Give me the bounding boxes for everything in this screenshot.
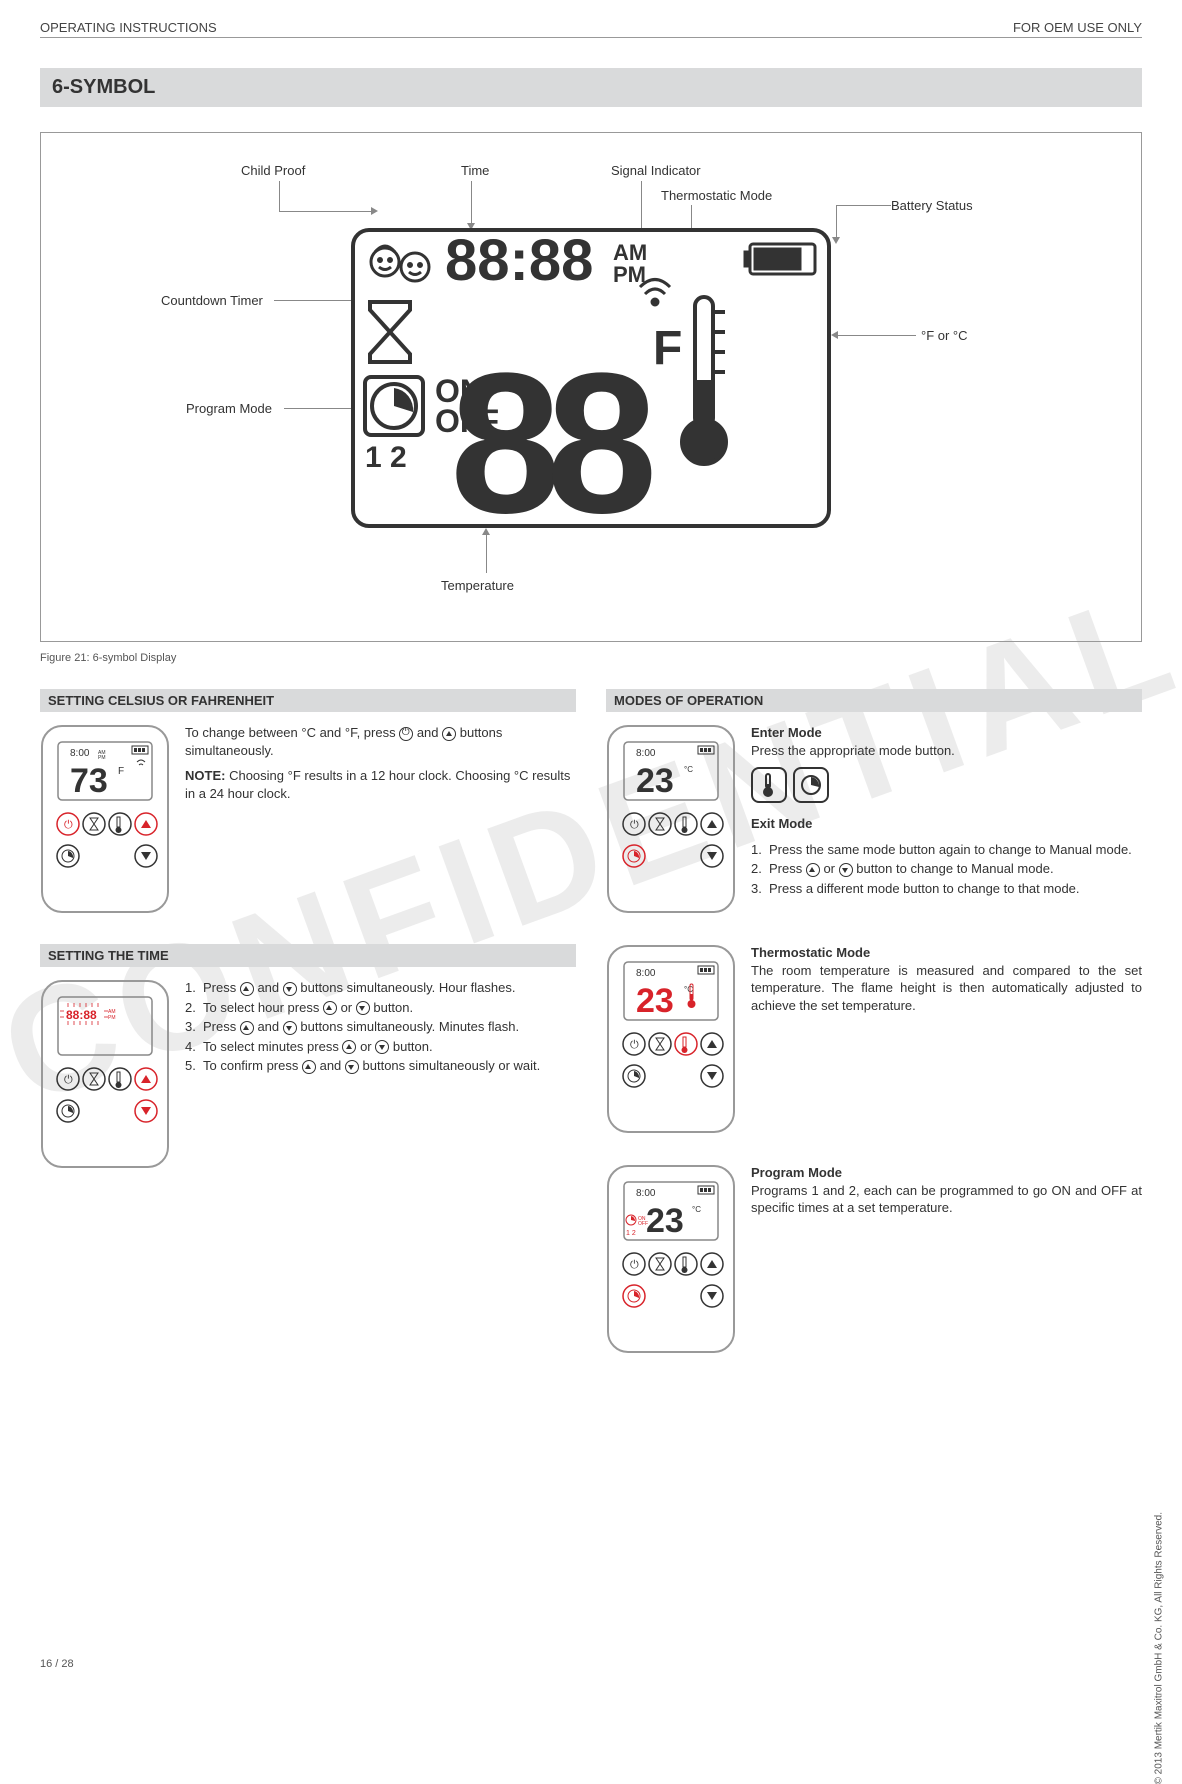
- up-icon: [240, 982, 254, 996]
- label-forc: °F or °C: [921, 328, 968, 343]
- svg-text:OFF: OFF: [638, 1221, 648, 1227]
- remote-celsius: 8:00AMPM 73 F ⏻: [40, 724, 170, 919]
- remote-svg-icon: 8:00 23 °C ⏻: [606, 724, 736, 914]
- svg-text:PM: PM: [613, 262, 646, 287]
- svg-text:73: 73: [70, 762, 108, 800]
- label-child-proof: Child Proof: [241, 163, 305, 178]
- svg-text:23: 23: [636, 982, 674, 1020]
- svg-text:F: F: [653, 322, 682, 375]
- arrow-line: [279, 211, 374, 212]
- down-icon: [283, 982, 297, 996]
- label-signal: Signal Indicator: [611, 163, 701, 178]
- page-number: 16 / 28: [40, 1658, 74, 1670]
- svg-text:88:88: 88:88: [66, 1008, 97, 1022]
- down-icon: [345, 1060, 359, 1074]
- svg-text:⏻: ⏻: [630, 1039, 639, 1051]
- thermo-mode-body: The room temperature is measured and com…: [751, 962, 1142, 1015]
- remote-svg-icon: 8:00AMPM 73 F ⏻: [40, 724, 170, 914]
- svg-text:PM: PM: [108, 1015, 116, 1021]
- label-time: Time: [461, 163, 489, 178]
- program-mode-title: Program Mode: [751, 1165, 842, 1180]
- svg-text:23: 23: [646, 1202, 684, 1240]
- svg-text:⏻: ⏻: [630, 1259, 639, 1271]
- svg-text:°C: °C: [692, 1205, 701, 1214]
- label-thermo: Thermostatic Mode: [661, 188, 772, 203]
- svg-text:1 2: 1 2: [626, 1230, 636, 1237]
- svg-text:23: 23: [636, 762, 674, 800]
- figure-caption: Figure 21: 6-symbol Display: [40, 652, 1142, 664]
- svg-text:88: 88: [450, 332, 652, 524]
- arrow-head-icon: [831, 331, 838, 339]
- page-header: OPERATING INSTRUCTIONS FOR OEM USE ONLY: [40, 20, 1142, 38]
- remote-modes-3: 8:00 23 °C ONOFF 1 2 ⏻: [606, 1164, 736, 1359]
- svg-text:F: F: [118, 766, 124, 777]
- up-icon: [806, 863, 820, 877]
- modes-title: MODES OF OPERATION: [606, 689, 1142, 712]
- label-program: Program Mode: [186, 401, 272, 416]
- power-icon: [399, 727, 413, 741]
- arrow-line: [471, 181, 472, 226]
- header-right: FOR OEM USE ONLY: [1013, 20, 1142, 35]
- diagram-container: Child Proof Time Signal Indicator Thermo…: [40, 132, 1142, 642]
- exit-mode-title: Exit Mode: [751, 816, 812, 831]
- arrow-head-icon: [371, 207, 378, 215]
- arrow-head-icon: [832, 237, 840, 244]
- remote-modes-2: 8:00 23 °C ⏻: [606, 944, 736, 1139]
- remote-svg-icon: 8:00 23 °C ⏻: [606, 944, 736, 1134]
- thermo-mode-icon: [751, 767, 787, 803]
- celsius-body: To change between °C and °F, press and b…: [185, 724, 576, 759]
- lcd-display: 88:88 AM PM 1 2 ON: [351, 228, 831, 528]
- arrow-line: [836, 335, 916, 336]
- celsius-title: SETTING CELSIUS OR FAHRENHEIT: [40, 689, 576, 712]
- copyright-text: © 2013 Mertik Maxitrol GmbH & Co. KG, Al…: [1153, 1512, 1164, 1784]
- svg-text:°C: °C: [684, 765, 693, 774]
- svg-text:⏻: ⏻: [64, 819, 73, 831]
- up-icon: [342, 1040, 356, 1054]
- up-icon: [240, 1021, 254, 1035]
- time-digits: 88:88: [445, 232, 593, 293]
- program-mode-body: Programs 1 and 2, each can be programmed…: [751, 1182, 1142, 1217]
- enter-mode-title: Enter Mode: [751, 725, 822, 740]
- celsius-note: NOTE: Choosing °F results in a 12 hour c…: [185, 767, 576, 802]
- svg-text:⏻: ⏻: [630, 819, 639, 831]
- up-icon: [442, 727, 456, 741]
- label-temperature: Temperature: [441, 578, 514, 593]
- remote-svg-icon: 88:88AMPM ⏻: [40, 979, 170, 1169]
- svg-text:8:00: 8:00: [70, 748, 90, 759]
- thermo-mode-title: Thermostatic Mode: [751, 945, 870, 960]
- down-icon: [839, 863, 853, 877]
- svg-text:⏻: ⏻: [64, 1074, 73, 1086]
- up-icon: [302, 1060, 316, 1074]
- down-icon: [356, 1001, 370, 1015]
- remote-svg-icon: 8:00 23 °C ONOFF 1 2 ⏻: [606, 1164, 736, 1354]
- header-left: OPERATING INSTRUCTIONS: [40, 20, 217, 35]
- time-steps: 1.Press and buttons simultaneously. Hour…: [185, 979, 576, 1075]
- arrow-line: [836, 205, 837, 240]
- lcd-svg: 88:88 AM PM 1 2 ON: [355, 232, 827, 524]
- section-title: 6-SYMBOL: [40, 68, 1142, 107]
- svg-text:8:00: 8:00: [636, 1188, 656, 1199]
- arrow-line: [486, 533, 487, 573]
- arrow-head-icon: [482, 528, 490, 535]
- arrow-line: [279, 181, 280, 211]
- exit-steps: 1.Press the same mode button again to ch…: [751, 841, 1142, 898]
- svg-text:°C: °C: [684, 985, 693, 994]
- program-mode-icon: [793, 767, 829, 803]
- down-icon: [375, 1040, 389, 1054]
- svg-text:PM: PM: [98, 755, 106, 761]
- remote-modes-1: 8:00 23 °C ⏻: [606, 724, 736, 919]
- svg-text:1 2: 1 2: [365, 441, 407, 474]
- remote-time: 88:88AMPM ⏻: [40, 979, 170, 1174]
- svg-text:8:00: 8:00: [636, 748, 656, 759]
- down-icon: [283, 1021, 297, 1035]
- label-battery: Battery Status: [891, 198, 973, 213]
- enter-mode-body: Press the appropriate mode button.: [751, 743, 955, 758]
- time-title: SETTING THE TIME: [40, 944, 576, 967]
- label-countdown: Countdown Timer: [161, 293, 263, 308]
- mode-icons-row: [751, 767, 1142, 803]
- up-icon: [323, 1001, 337, 1015]
- svg-text:8:00: 8:00: [636, 968, 656, 979]
- arrow-line: [836, 205, 891, 206]
